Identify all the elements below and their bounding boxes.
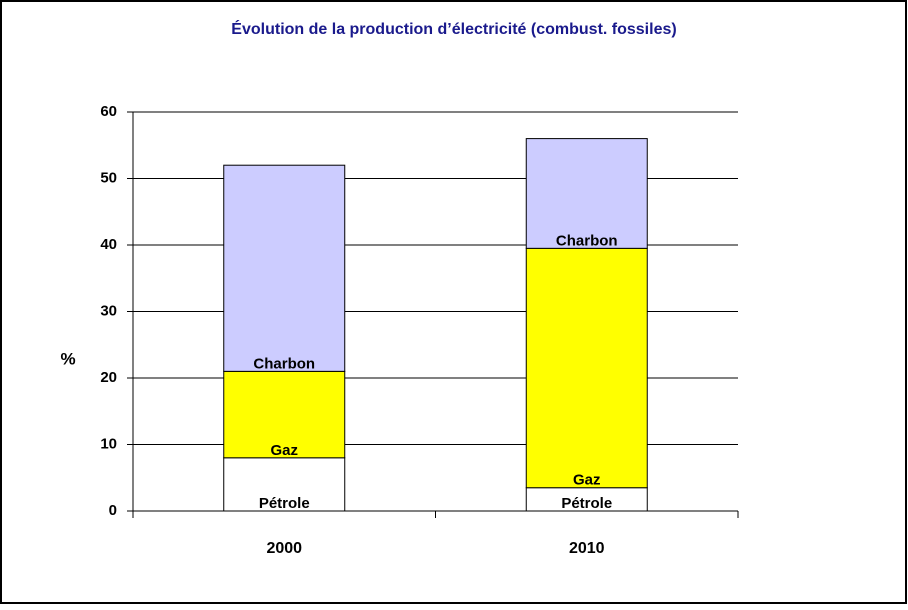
segment-label: Pétrole bbox=[259, 495, 310, 512]
chart-title: Évolution de la production d’électricité… bbox=[231, 19, 676, 38]
y-axis-label: % bbox=[60, 349, 75, 368]
segment-label: Charbon bbox=[556, 232, 618, 249]
y-tick-label: 60 bbox=[100, 103, 117, 120]
x-tick-label: 2010 bbox=[569, 540, 605, 557]
y-tick-label: 10 bbox=[100, 435, 117, 452]
bar-segment bbox=[525, 138, 648, 249]
segment-label: Pétrole bbox=[561, 495, 612, 512]
segment-label: Charbon bbox=[253, 355, 315, 372]
y-tick-label: 40 bbox=[100, 236, 117, 253]
segment-label: Gaz bbox=[573, 472, 601, 489]
segment-label: Gaz bbox=[270, 442, 298, 459]
bar-segment bbox=[223, 164, 346, 372]
bar-segment bbox=[525, 247, 648, 489]
y-tick-label: 0 bbox=[109, 502, 117, 519]
y-tick-label: 50 bbox=[100, 169, 117, 186]
y-tick-label: 30 bbox=[100, 302, 117, 319]
bar-segment bbox=[223, 370, 346, 459]
y-tick-label: 20 bbox=[100, 369, 117, 386]
x-tick-label: 2000 bbox=[266, 540, 302, 557]
